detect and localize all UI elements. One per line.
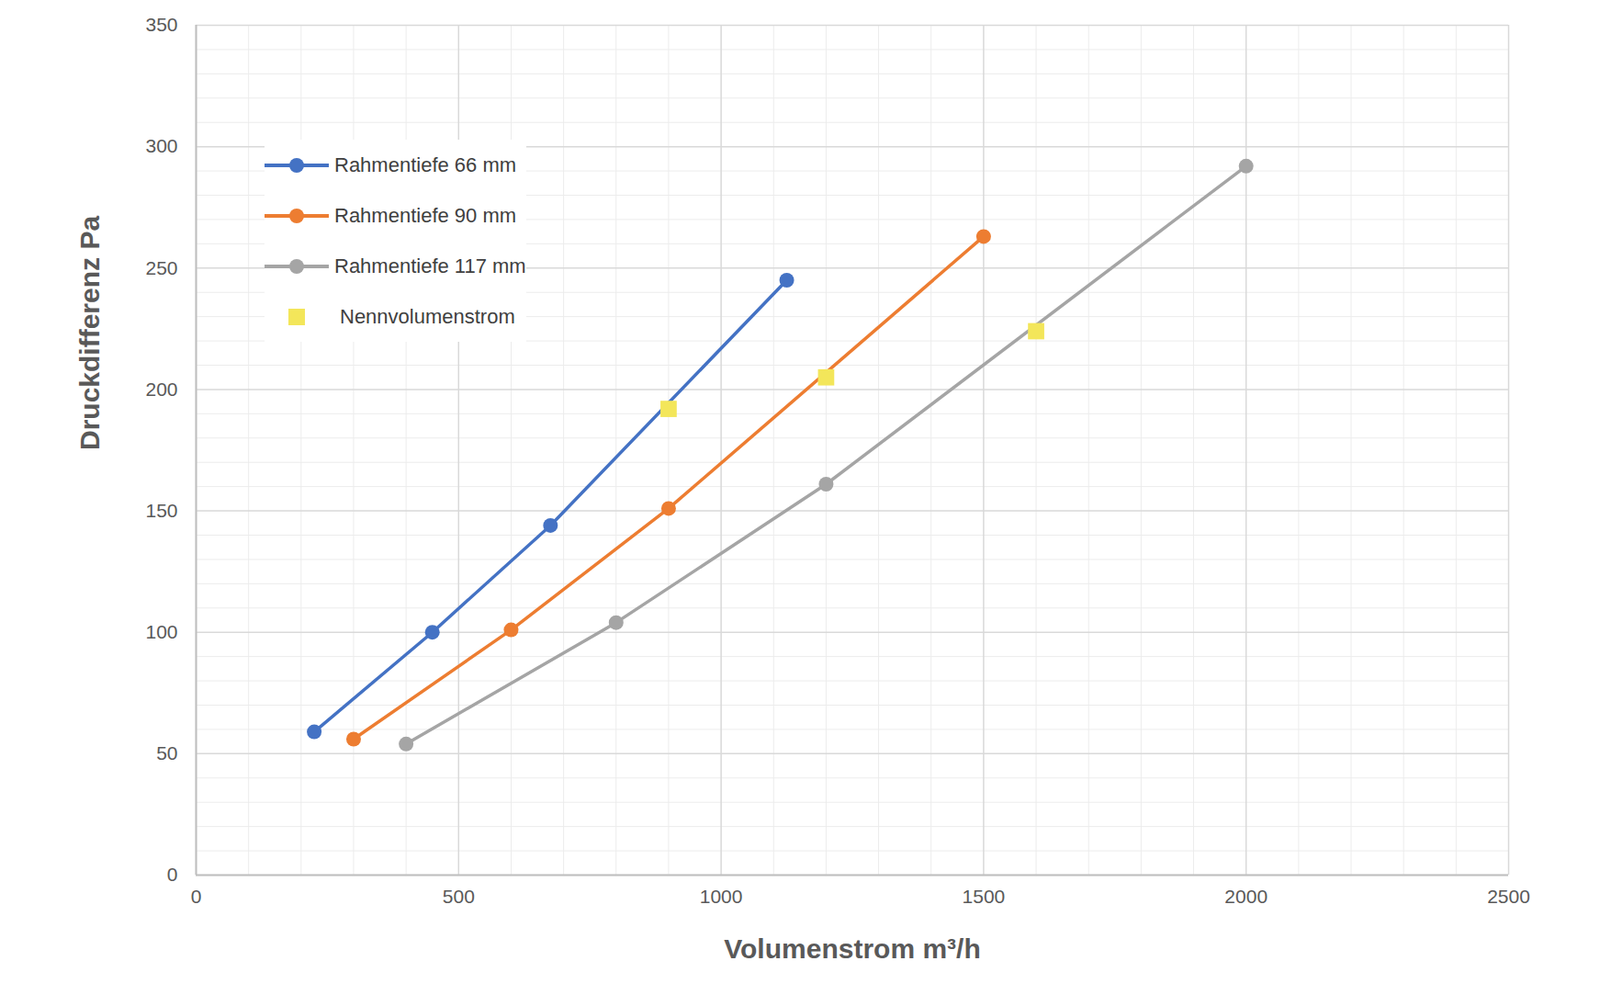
svg-text:50: 50 bbox=[156, 742, 178, 764]
svg-text:100: 100 bbox=[145, 620, 178, 643]
svg-text:250: 250 bbox=[145, 257, 178, 279]
svg-text:0: 0 bbox=[191, 885, 203, 907]
html-text:Rahmentiefe 117 mm: Rahmentiefe 117 mm bbox=[334, 253, 527, 277]
svg-text:150: 150 bbox=[145, 499, 178, 521]
svg-text:200: 200 bbox=[145, 378, 178, 400]
svg-text:Volumenstrom m³/h: Volumenstrom m³/h bbox=[723, 933, 981, 964]
svg-text:500: 500 bbox=[442, 885, 475, 907]
svg-text:Druckdifferenz Pa: Druckdifferenz Pa bbox=[74, 215, 105, 451]
svg-text:0: 0 bbox=[167, 863, 179, 885]
svg-text:2500: 2500 bbox=[1487, 885, 1531, 907]
html-text:Rahmentiefe 90 mm: Rahmentiefe 90 mm bbox=[334, 203, 517, 227]
svg-text:1500: 1500 bbox=[962, 885, 1006, 907]
html-text:Nennvolumenstrom: Nennvolumenstrom bbox=[339, 304, 516, 328]
html-text:Rahmentiefe 66 mm: Rahmentiefe 66 mm bbox=[334, 152, 517, 176]
svg-text:1000: 1000 bbox=[699, 885, 744, 907]
svg-text:2000: 2000 bbox=[1224, 885, 1268, 907]
svg-text:300: 300 bbox=[145, 135, 178, 157]
svg-text:350: 350 bbox=[145, 13, 178, 35]
